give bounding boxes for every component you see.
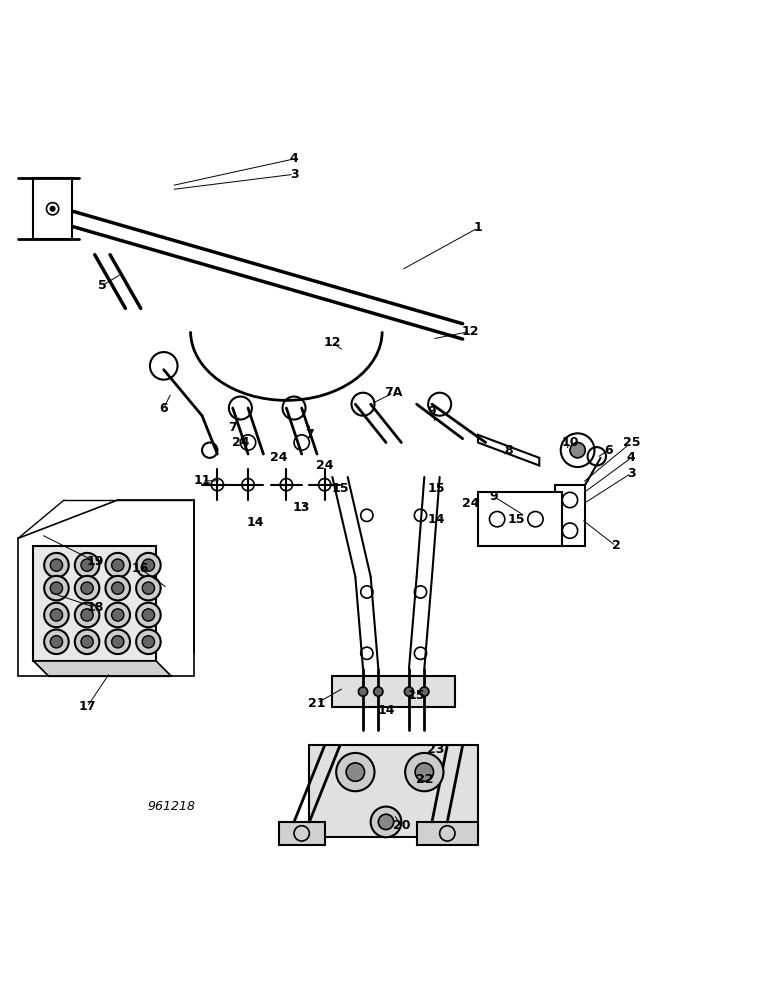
Polygon shape — [417, 822, 478, 845]
Circle shape — [142, 636, 154, 648]
Text: 22: 22 — [415, 773, 433, 786]
Text: 12: 12 — [323, 336, 341, 349]
Text: 24: 24 — [462, 497, 479, 510]
Text: 20: 20 — [393, 819, 410, 832]
Circle shape — [112, 582, 124, 594]
Circle shape — [44, 553, 69, 577]
Circle shape — [112, 636, 124, 648]
Circle shape — [106, 603, 130, 627]
Circle shape — [405, 687, 414, 696]
Circle shape — [75, 576, 100, 600]
Circle shape — [50, 609, 63, 621]
Text: 14: 14 — [378, 704, 394, 717]
Polygon shape — [279, 822, 325, 845]
Circle shape — [106, 553, 130, 577]
Circle shape — [415, 763, 434, 781]
Circle shape — [50, 559, 63, 571]
Text: 961218: 961218 — [147, 800, 195, 813]
Text: 14: 14 — [427, 513, 445, 526]
Circle shape — [136, 553, 161, 577]
Text: 15: 15 — [408, 689, 425, 702]
Text: 24: 24 — [270, 451, 287, 464]
Circle shape — [374, 687, 383, 696]
Text: 7: 7 — [229, 421, 237, 434]
Text: 15: 15 — [427, 482, 445, 495]
Circle shape — [358, 687, 367, 696]
Text: 14: 14 — [247, 516, 265, 529]
Circle shape — [136, 603, 161, 627]
Polygon shape — [333, 676, 455, 707]
Text: 7A: 7A — [384, 386, 403, 399]
Text: 11: 11 — [193, 474, 211, 487]
Circle shape — [50, 206, 55, 211]
Circle shape — [142, 559, 154, 571]
Circle shape — [81, 636, 93, 648]
Text: 21: 21 — [308, 697, 326, 710]
Polygon shape — [554, 485, 585, 546]
Text: 4: 4 — [627, 451, 635, 464]
Polygon shape — [33, 546, 156, 661]
Circle shape — [136, 630, 161, 654]
Circle shape — [346, 763, 364, 781]
Text: 5: 5 — [98, 279, 107, 292]
Text: 18: 18 — [86, 601, 103, 614]
Circle shape — [75, 630, 100, 654]
Circle shape — [75, 603, 100, 627]
Circle shape — [50, 582, 63, 594]
Circle shape — [142, 582, 154, 594]
Polygon shape — [478, 435, 540, 466]
Text: 24: 24 — [316, 459, 334, 472]
Text: 10: 10 — [561, 436, 579, 449]
Text: 17: 17 — [78, 700, 96, 713]
Polygon shape — [310, 745, 478, 837]
Circle shape — [371, 807, 401, 837]
Circle shape — [112, 559, 124, 571]
Text: 15: 15 — [331, 482, 349, 495]
Circle shape — [44, 630, 69, 654]
Text: 1: 1 — [473, 221, 482, 234]
Circle shape — [50, 636, 63, 648]
Circle shape — [81, 559, 93, 571]
Text: 12: 12 — [462, 325, 479, 338]
Circle shape — [44, 576, 69, 600]
Text: 2: 2 — [611, 539, 621, 552]
Text: 25: 25 — [622, 436, 640, 449]
Circle shape — [136, 576, 161, 600]
Text: 6: 6 — [604, 444, 612, 457]
Text: 16: 16 — [132, 562, 150, 575]
Circle shape — [142, 609, 154, 621]
Circle shape — [81, 582, 93, 594]
Circle shape — [420, 687, 429, 696]
Circle shape — [336, 753, 374, 791]
Text: 13: 13 — [293, 501, 310, 514]
Text: 4: 4 — [290, 152, 299, 165]
Circle shape — [378, 814, 394, 830]
Polygon shape — [33, 178, 72, 239]
Text: 15: 15 — [507, 513, 525, 526]
Text: 3: 3 — [290, 168, 298, 181]
Text: 9: 9 — [489, 490, 498, 503]
Circle shape — [106, 576, 130, 600]
Text: 6: 6 — [160, 402, 168, 415]
Text: 9: 9 — [428, 405, 436, 418]
Circle shape — [570, 443, 585, 458]
Text: 23: 23 — [427, 743, 445, 756]
Circle shape — [44, 603, 69, 627]
Circle shape — [75, 553, 100, 577]
Circle shape — [112, 609, 124, 621]
Polygon shape — [33, 661, 171, 676]
Text: 24: 24 — [232, 436, 249, 449]
Circle shape — [106, 630, 130, 654]
Text: 19: 19 — [86, 555, 103, 568]
Text: 8: 8 — [504, 444, 513, 457]
Text: 7: 7 — [305, 428, 313, 441]
Circle shape — [405, 753, 443, 791]
Circle shape — [81, 609, 93, 621]
Polygon shape — [478, 492, 562, 546]
Text: 3: 3 — [627, 467, 635, 480]
